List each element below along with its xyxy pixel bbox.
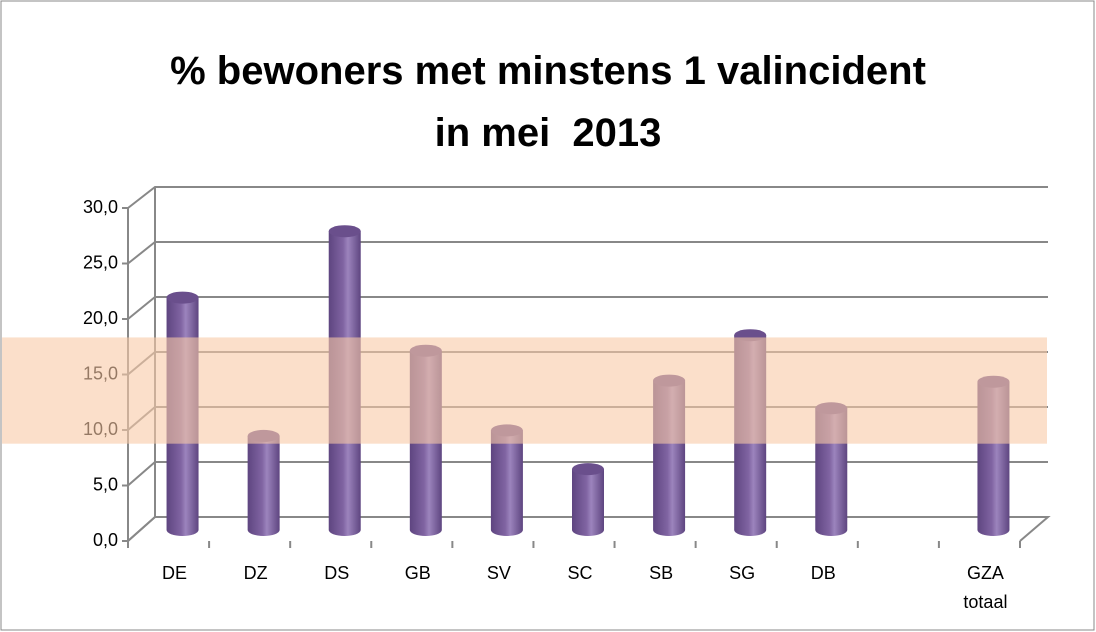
x-tick-label: SV [487, 563, 511, 583]
grid-line [127, 296, 1048, 320]
bar-top [166, 291, 199, 304]
y-tick-label: 5,0 [93, 474, 118, 494]
bar-body [247, 435, 280, 536]
y-tick-label: 25,0 [83, 252, 118, 272]
bar [572, 463, 604, 536]
y-tick-label: 0,0 [93, 530, 118, 550]
x-tick-label: DS [324, 563, 349, 583]
chart-title: % bewoners met minstens 1 valincident in… [170, 49, 938, 155]
bar-top [572, 463, 604, 476]
reference-band [2, 337, 1047, 444]
x-tick-label: DB [811, 563, 836, 583]
bar-body [572, 469, 604, 536]
x-tick-label: SB [649, 563, 673, 583]
x-tick-label: DE [162, 563, 187, 583]
x-tick-label: GZA totaal [963, 563, 1007, 612]
x-tick-label: GB [405, 563, 431, 583]
x-tick-label: DZ [244, 563, 268, 583]
grid-line [127, 186, 1048, 209]
y-tick-label: 30,0 [83, 197, 118, 217]
bar [247, 429, 280, 536]
bar-top [328, 225, 361, 238]
x-tick-label: SC [567, 563, 592, 583]
bar-body [490, 430, 523, 536]
x-tick-label: SG [729, 563, 755, 583]
grid-line [127, 241, 1048, 265]
y-tick-label: 20,0 [83, 308, 118, 328]
